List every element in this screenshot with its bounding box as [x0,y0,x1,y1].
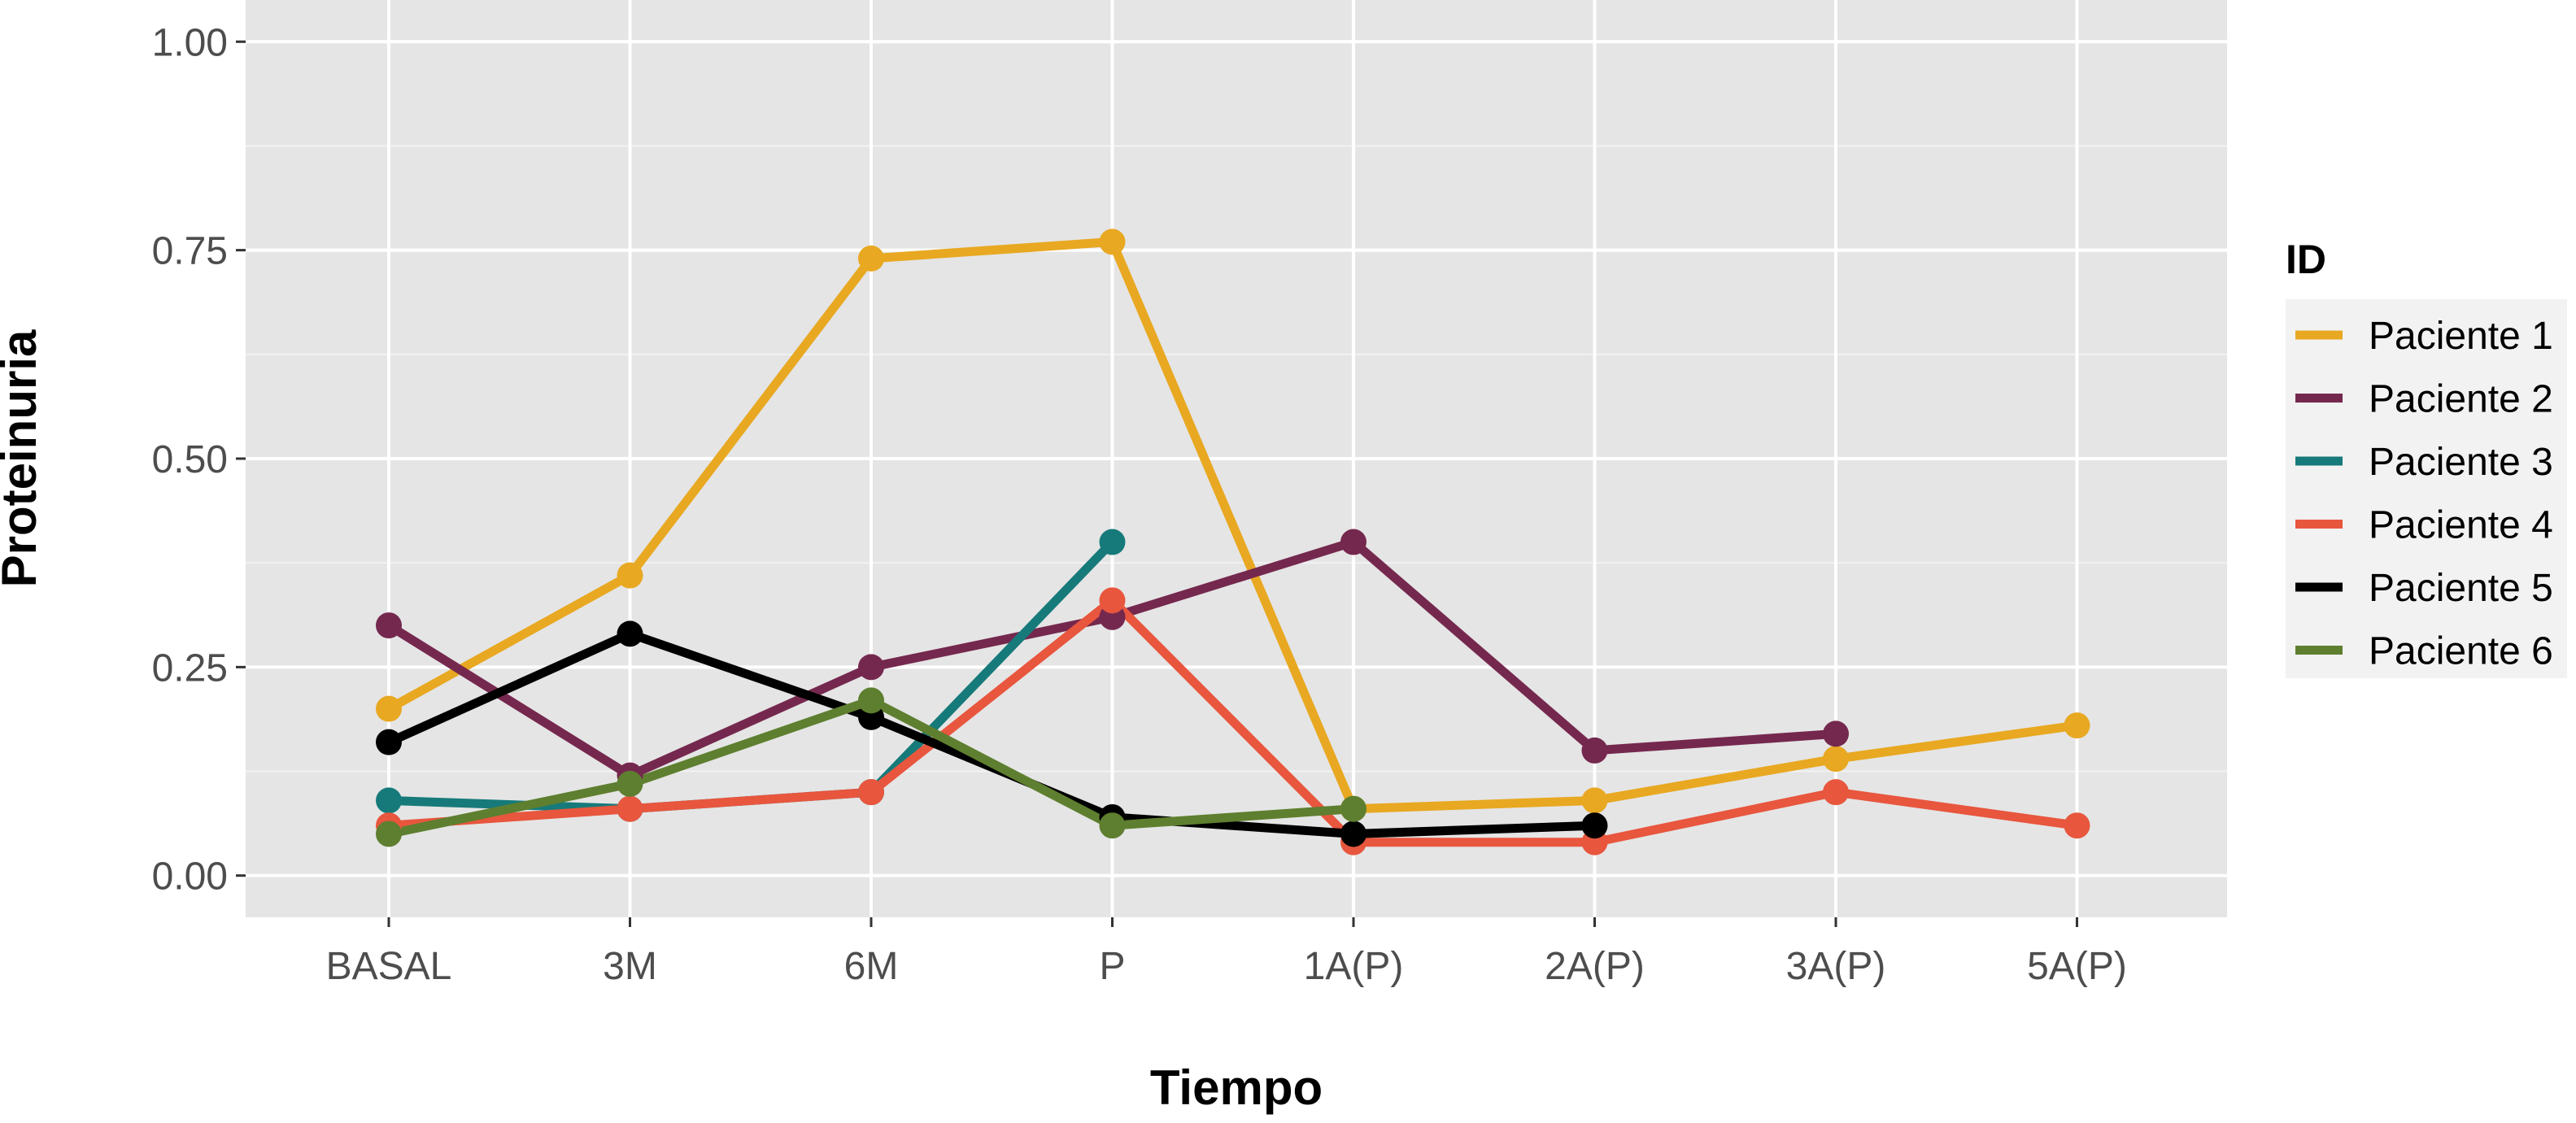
y-tick-label: 0.00 [152,855,228,899]
data-point-paciente-4 [2064,812,2090,839]
x-tick-label: 2A(P) [1545,945,1645,988]
legend-label-paciente-1: Paciente 1 [2369,315,2553,358]
data-point-paciente-1 [1581,787,1608,814]
legend-title: ID [2286,237,2326,282]
series-line-paciente-4 [388,595,2078,847]
data-point-paciente-1 [1099,229,1126,255]
data-point-paciente-5 [1340,820,1366,847]
data-point-paciente-4 [858,779,884,806]
x-tick-label: 3M [603,945,657,988]
legend-label-paciente-5: Paciente 5 [2369,567,2553,610]
data-point-paciente-3 [1099,529,1126,555]
y-tick-label: 0.50 [152,438,228,481]
y-axis-title: Proteinuria [0,329,46,587]
x-tick-labels: BASAL 3M 6M P 1A(P) 2A(P) 3A(P) 5A(P) [326,945,2127,988]
data-point-paciente-4 [617,795,643,822]
data-point-paciente-6 [376,820,402,847]
x-tick-label: 3A(P) [1786,945,1886,988]
x-tick-label: P [1099,945,1125,988]
minor-gridlines [246,145,2227,773]
data-point-paciente-1 [858,245,884,272]
y-tick-labels: 0.00 0.25 0.50 0.75 1.00 [152,21,228,898]
data-point-paciente-2 [1823,720,1849,747]
data-point-paciente-1 [617,562,643,589]
data-point-paciente-6 [617,770,643,797]
data-point-paciente-6 [1340,795,1366,822]
data-point-paciente-1 [1823,746,1849,773]
x-tick-label: 6M [844,945,899,988]
series-points [376,229,2090,855]
legend-label-paciente-3: Paciente 3 [2369,441,2553,484]
data-point-paciente-4 [1099,587,1126,614]
x-tick-label: 1A(P) [1304,945,1404,988]
data-point-paciente-2 [858,654,884,681]
data-point-paciente-1 [2064,712,2090,739]
data-point-paciente-6 [858,687,884,714]
axis-ticks [236,40,2078,927]
legend-label-paciente-2: Paciente 2 [2369,378,2553,421]
y-tick-label: 0.25 [152,646,228,690]
data-point-paciente-3 [376,787,402,814]
data-point-paciente-6 [1099,812,1126,839]
x-tick-label: 5A(P) [2027,945,2127,988]
data-point-paciente-5 [376,729,402,755]
legend-items: Paciente 1 Paciente 2 Paciente 3 Paciente 4… [2295,315,2553,673]
y-tick-label: 0.75 [152,230,228,273]
legend-label-paciente-6: Paciente 6 [2369,630,2553,673]
data-point-paciente-2 [1581,737,1608,764]
data-point-paciente-5 [1581,812,1608,839]
x-axis-title: Tiempo [1150,1060,1323,1115]
data-point-paciente-4 [1823,779,1849,806]
y-tick-label: 1.00 [152,21,228,64]
data-point-paciente-2 [376,612,402,639]
data-point-paciente-5 [617,620,643,647]
legend-key-background [2286,299,2567,678]
data-point-paciente-1 [376,695,402,722]
series-line-paciente-1 [386,237,2078,814]
x-tick-label: BASAL [326,945,452,988]
legend-label-paciente-4: Paciente 4 [2369,504,2553,547]
data-point-paciente-2 [1340,529,1366,555]
